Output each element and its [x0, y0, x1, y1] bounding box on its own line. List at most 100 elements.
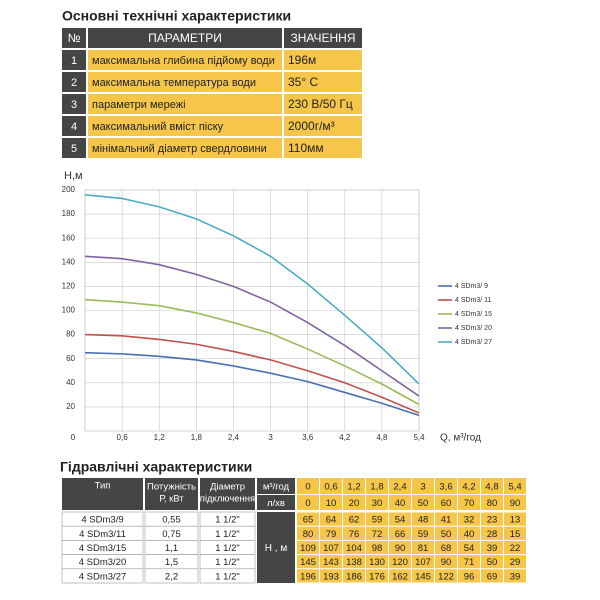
spec-header: №: [68, 31, 81, 45]
spec-cell-bg: [284, 50, 362, 70]
flow-value-bg: [343, 478, 365, 494]
head-value-bg: [504, 512, 526, 526]
head-value: 40: [464, 529, 475, 540]
spec-cell-bg: [284, 72, 362, 92]
spec-number: 1: [71, 55, 77, 67]
head-value: 15: [510, 529, 521, 540]
spec-cell-bg: [284, 94, 362, 114]
lpm-value: 70: [464, 498, 475, 509]
spec-number-bg: [62, 94, 86, 114]
x-tick-label: 0,6: [117, 433, 129, 442]
head-value-bg: [435, 555, 457, 569]
head-value: 32: [464, 515, 475, 526]
head-value-bg: [320, 569, 342, 583]
flow-value-bg: [435, 478, 457, 494]
head-value: 80: [303, 529, 314, 540]
head-value-bg: [458, 526, 480, 540]
head-value-bg: [366, 569, 388, 583]
flow-value: 4,8: [485, 482, 498, 493]
head-value: 107: [323, 543, 339, 554]
head-value: 193: [323, 571, 339, 582]
lpm-value-bg: [435, 495, 457, 510]
hyd-cell: 4 SDm3/15: [79, 543, 127, 554]
head-value: 50: [487, 557, 498, 568]
head-value: 79: [326, 529, 337, 540]
hyd-cell: 2,2: [165, 571, 178, 582]
spec-header: ПАРАМЕТРИ: [148, 31, 222, 45]
series-line: [84, 255, 420, 397]
head-value: 28: [487, 529, 498, 540]
lpm-value: 30: [372, 498, 383, 509]
hyd-header-bg: [145, 478, 198, 510]
x-tick-label: 3: [268, 433, 273, 442]
head-value: 71: [464, 557, 475, 568]
spec-number-bg: [62, 50, 86, 70]
head-value-bg: [412, 569, 434, 583]
head-value: 62: [349, 515, 360, 526]
spec-cell-bg: [284, 138, 362, 158]
hyd-header-bg: [62, 478, 143, 510]
flow-value-bg: [458, 478, 480, 494]
head-value: 64: [326, 515, 337, 526]
head-value-bg: [504, 555, 526, 569]
lpm-value-bg: [504, 495, 526, 510]
hyd-cell-bg: [144, 568, 199, 584]
spec-number-bg: [62, 138, 86, 158]
hyd-header: Діаметр: [210, 482, 245, 493]
head-value: 186: [346, 571, 362, 582]
head-value-bg: [504, 526, 526, 540]
head-value-bg: [343, 569, 365, 583]
hyd-cell: 1 1/2": [215, 571, 240, 582]
head-value-bg: [320, 540, 342, 555]
hyd-header: підключення: [200, 494, 255, 505]
head-value-bg: [366, 555, 388, 569]
head-value: 23: [487, 515, 498, 526]
flow-value: 0: [305, 482, 310, 493]
spec-header-bg: [62, 28, 86, 48]
flow-value: 5,4: [508, 482, 521, 493]
y-tick-label: 160: [62, 233, 76, 242]
y-tick-label: 20: [66, 402, 75, 411]
head-value-bg: [320, 555, 342, 569]
head-value: 138: [346, 557, 362, 568]
head-value: 39: [487, 543, 498, 554]
head-value-bg: [435, 512, 457, 526]
specs-title: Основні технічні характеристики: [62, 8, 291, 24]
lpm-value: 80: [487, 498, 498, 509]
lpm-value: 0: [305, 498, 310, 509]
legend-label: 4 SDm3/ 9: [455, 283, 488, 290]
head-value-bg: [412, 526, 434, 540]
flow-value: 4,2: [462, 482, 475, 493]
legend-label: 4 SDm3/ 15: [455, 311, 492, 318]
spec-cell: 110мм: [288, 141, 324, 155]
head-value: 59: [372, 515, 383, 526]
hyd-cell: 1,5: [165, 557, 178, 568]
spec-cell-bg: [88, 50, 282, 70]
spec-header: ЗНАЧЕННЯ: [291, 31, 356, 45]
spec-header-bg: [88, 28, 282, 48]
y-tick-label: 100: [62, 306, 76, 315]
head-value-bg: [320, 512, 342, 526]
head-value: 122: [438, 571, 454, 582]
spec-cell: 196м: [288, 53, 316, 67]
head-value: 54: [464, 543, 475, 554]
head-value-bg: [297, 526, 319, 540]
y-tick-label: 200: [62, 185, 76, 194]
hyd-header: Потужність: [147, 482, 196, 493]
x-tick-label: 3,6: [302, 433, 314, 442]
head-value-bg: [412, 512, 434, 526]
head-value-bg: [297, 512, 319, 526]
lpm-value-bg: [389, 495, 411, 510]
hyd-cell: 0,75: [162, 529, 181, 540]
spec-cell: максимальна температура води: [92, 77, 256, 89]
head-value: 176: [369, 571, 385, 582]
series-line: [84, 351, 420, 417]
flow-value: 1,8: [370, 482, 383, 493]
flow-value-bg: [320, 478, 342, 494]
lpm-unit: л/хв: [267, 498, 285, 509]
head-value-bg: [458, 540, 480, 555]
hyd-cell: 4 SDm3/11: [79, 529, 126, 540]
head-value-bg: [412, 555, 434, 569]
lpm-value-bg: [366, 495, 388, 510]
y-tick-label: 60: [66, 354, 75, 363]
